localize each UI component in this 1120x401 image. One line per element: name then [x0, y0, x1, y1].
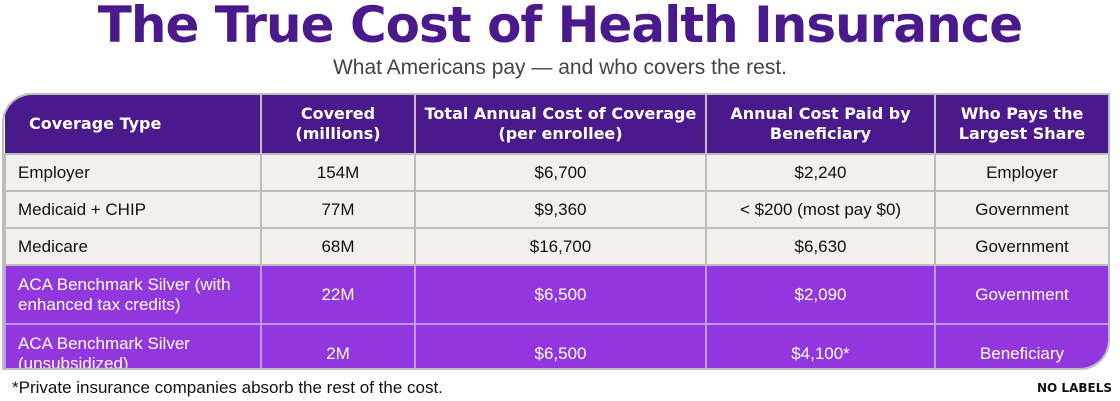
cell-total-cost: $6,500	[414, 264, 707, 325]
cell-total-cost: $6,500	[414, 323, 707, 368]
cost-table: Coverage Type Covered (millions) Total A…	[2, 93, 1110, 370]
table-header: Coverage Type Covered (millions) Total A…	[5, 95, 1108, 154]
cell-total-cost: $16,700	[414, 227, 707, 266]
table-row: Employer 154M $6,700 $2,240 Employer	[4, 153, 1108, 192]
header-coverage-type: Coverage Type	[5, 95, 262, 154]
cell-covered: 77M	[260, 190, 416, 229]
page-title: The True Cost of Health Insurance	[97, 0, 1023, 54]
table-row: Medicare 68M $16,700 $6,630 Government	[4, 227, 1108, 266]
cell-covered: 68M	[260, 227, 416, 266]
cell-covered: 2M	[260, 323, 416, 368]
cell-beneficiary-cost: $6,630	[705, 227, 936, 266]
cell-beneficiary-cost: $4,100*	[705, 323, 936, 368]
cell-total-cost: $9,360	[414, 190, 707, 229]
subtitle: What Americans pay — and who covers the …	[332, 56, 788, 79]
cell-coverage-type: ACA Benchmark Silver (with enhanced tax …	[4, 264, 262, 325]
cell-coverage-type: Employer	[4, 153, 262, 192]
header-covered: Covered (millions)	[261, 95, 416, 154]
header-total-cost: Total Annual Cost of Coverage (per enrol…	[415, 95, 707, 154]
footnote: *Private insurance companies absorb the …	[12, 378, 443, 397]
header-largest-share: Who Pays the Largest Share	[935, 95, 1108, 154]
cell-coverage-type: Medicare	[4, 227, 262, 266]
cell-beneficiary-cost: < $200 (most pay $0)	[705, 190, 936, 229]
cell-largest-share: Government	[934, 227, 1108, 266]
cell-coverage-type: ACA Benchmark Silver (unsubsidized)	[4, 323, 262, 368]
cell-beneficiary-cost: $2,240	[705, 153, 936, 192]
table-row: ACA Benchmark Silver (with enhanced tax …	[4, 264, 1108, 325]
cell-largest-share: Government	[934, 264, 1108, 325]
cell-largest-share: Government	[934, 190, 1108, 229]
cell-beneficiary-cost: $2,090	[705, 264, 936, 325]
no-labels-logo: NO LABELS	[1037, 381, 1112, 395]
cell-total-cost: $6,700	[414, 153, 707, 192]
cell-covered: 22M	[260, 264, 416, 325]
table-row: ACA Benchmark Silver (unsubsidized) 2M $6,…	[4, 323, 1108, 368]
table-row: Medicaid + CHIP 77M $9,360 < $200 (most pay…	[4, 190, 1108, 229]
cell-largest-share: Beneficiary	[934, 323, 1108, 368]
cell-largest-share: Employer	[934, 153, 1108, 192]
cell-coverage-type: Medicaid + CHIP	[4, 190, 262, 229]
cell-covered: 154M	[260, 153, 416, 192]
header-beneficiary-cost: Annual Cost Paid by Beneficiary	[706, 95, 936, 154]
